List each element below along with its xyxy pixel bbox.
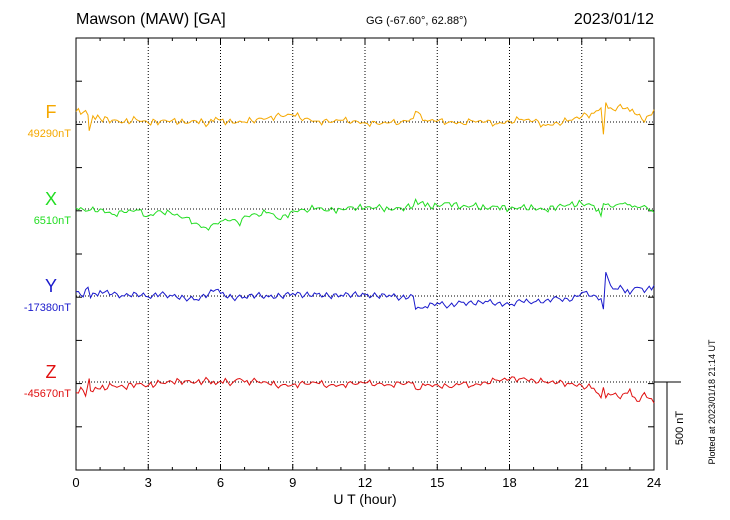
series-line-z: [75, 376, 655, 404]
x-axis-label: U T (hour): [333, 491, 396, 507]
series-labels: F 49290nT X 6510nT Y -17380nT Z -45670nT: [24, 102, 71, 400]
scale-bar: 500 nT: [654, 381, 686, 470]
series-line-y: [75, 272, 655, 311]
series-name-z: Z: [46, 362, 57, 382]
grid: [147, 38, 583, 470]
x-tick-label: 6: [217, 475, 224, 490]
series-baseline-x: 6510nT: [34, 215, 72, 227]
x-tick-label: 15: [430, 475, 444, 490]
coords-label: GG (-67.60°, 62.88°): [366, 15, 467, 27]
series-line-x: [75, 197, 655, 231]
series-name-y: Y: [45, 276, 57, 296]
scale-bar-label: 500 nT: [674, 411, 686, 446]
x-tick-label: 21: [575, 475, 589, 490]
series-name-x: X: [45, 189, 57, 209]
x-tick-label: 24: [647, 475, 661, 490]
series-name-f: F: [46, 102, 57, 122]
x-tick-label: 12: [358, 475, 372, 490]
x-tick-label: 0: [72, 475, 79, 490]
x-tick-label: 9: [289, 475, 296, 490]
date-label: 2023/01/12: [574, 11, 654, 28]
plotted-timestamp: Plotted at 2023/01/18 21:14 UT: [707, 339, 717, 465]
x-tick-label: 3: [145, 475, 152, 490]
series-layer: [75, 102, 655, 404]
series-baseline-f: 49290nT: [28, 128, 72, 140]
series-line-f: [75, 102, 655, 135]
x-tick-label: 18: [502, 475, 516, 490]
series-baseline-z: -45670nT: [24, 388, 71, 400]
station-title: Mawson (MAW) [GA]: [76, 11, 226, 28]
series-baseline-y: -17380nT: [24, 302, 71, 314]
x-axis: 0 3 6 9 12 15 18 21 24: [72, 38, 661, 490]
